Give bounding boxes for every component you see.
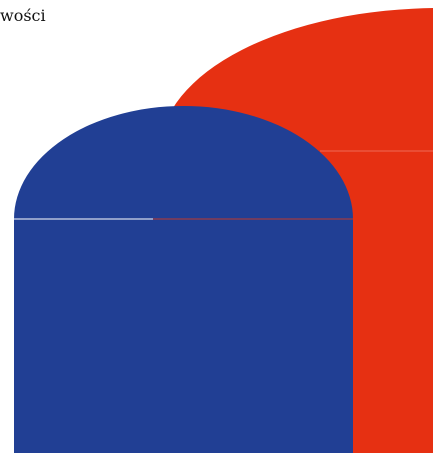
heading-text: wości — [0, 6, 46, 25]
blue-dome — [14, 106, 353, 453]
